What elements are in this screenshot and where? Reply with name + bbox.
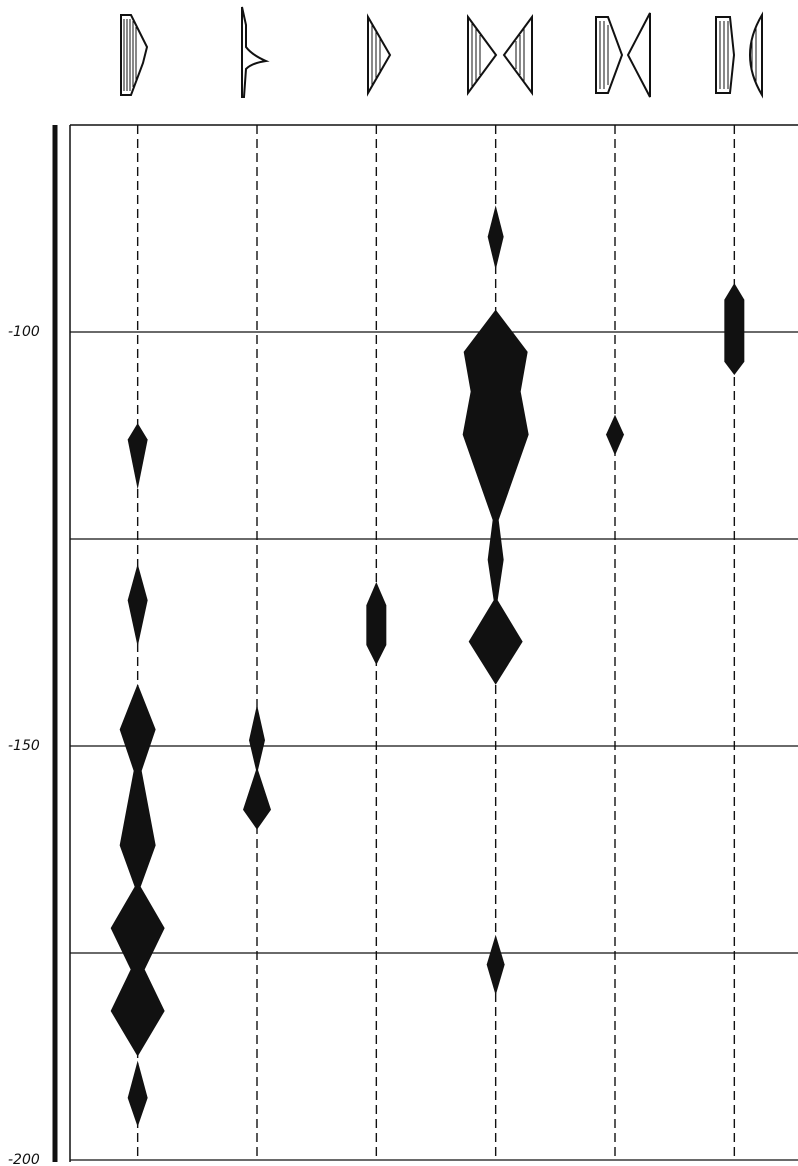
frequency-shape xyxy=(606,415,624,456)
type-icons xyxy=(121,7,762,97)
page: -100-150-200 (() => { const data = JSON.… xyxy=(0,0,798,1166)
frequency-shape xyxy=(366,582,386,665)
frequency-shape xyxy=(128,564,148,647)
icon xyxy=(368,17,390,93)
frequency-shape xyxy=(128,423,148,489)
y-tick-label: -100 xyxy=(8,324,40,340)
frequency-shape xyxy=(111,684,165,1057)
y-tick-label: -200 xyxy=(8,1152,40,1166)
y-tick-label: -150 xyxy=(8,738,40,754)
icon xyxy=(716,15,762,95)
icon xyxy=(596,13,650,97)
icon xyxy=(468,17,532,93)
icon xyxy=(121,15,147,95)
frequency-shape xyxy=(128,1061,148,1127)
frequency-shape xyxy=(488,205,504,270)
frequency-shape xyxy=(724,283,744,375)
icon xyxy=(242,7,266,97)
frequency-shape xyxy=(463,310,529,685)
frequency-shape xyxy=(487,935,505,995)
chart: -100 -150 -200 xyxy=(0,0,798,1166)
frequency-shape xyxy=(243,705,271,830)
